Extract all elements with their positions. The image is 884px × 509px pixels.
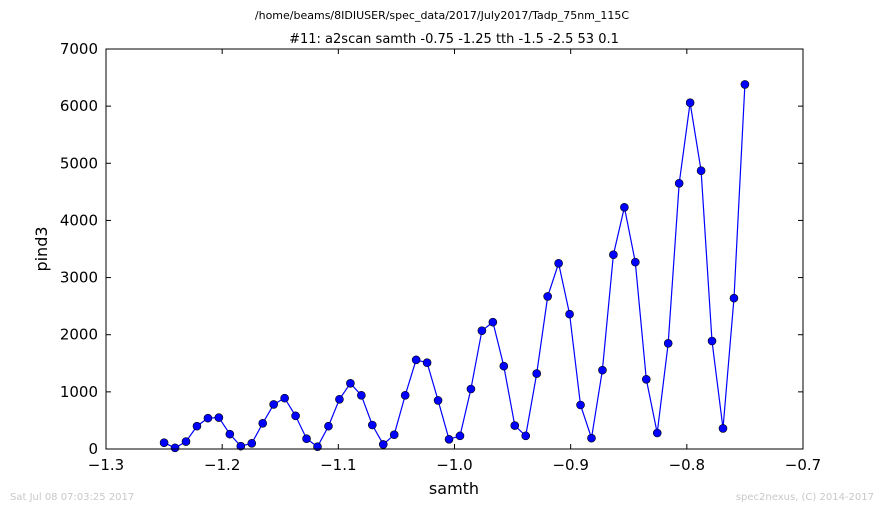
data-point — [302, 434, 311, 444]
data-point — [422, 358, 432, 368]
data-point — [291, 411, 300, 421]
data-point — [652, 428, 662, 438]
data-point — [411, 355, 421, 365]
data-point — [400, 390, 410, 400]
data-point — [346, 378, 355, 388]
data-point — [433, 396, 443, 405]
data-point — [159, 438, 169, 448]
x-tick-label: −0.9 — [552, 456, 588, 474]
data-point — [532, 369, 541, 378]
data-point — [378, 440, 388, 449]
y-tick-label: 1000 — [60, 383, 98, 401]
data-point — [521, 431, 531, 441]
chart-title: #11: a2scan samth -0.75 -1.25 tth -1.5 -… — [289, 32, 619, 47]
data-point — [609, 250, 618, 260]
data-point — [181, 437, 191, 446]
data-point — [280, 393, 289, 403]
x-tick-label: −1.3 — [88, 456, 124, 474]
y-axis-label: pind3 — [32, 226, 51, 271]
x-tick-label: −0.7 — [785, 456, 821, 474]
data-point — [685, 98, 695, 108]
data-point — [620, 202, 629, 212]
data-point — [576, 400, 585, 410]
data-point — [554, 258, 563, 268]
data-point — [214, 413, 224, 422]
y-tick-label: 4000 — [60, 211, 98, 229]
data-point — [696, 166, 706, 176]
data-point — [729, 293, 739, 303]
data-point — [335, 394, 344, 404]
data-point — [740, 80, 750, 89]
x-tick-label: −1.2 — [204, 456, 240, 474]
data-point — [192, 421, 202, 431]
data-point — [598, 365, 607, 375]
data-point — [499, 361, 509, 371]
data-point — [707, 336, 717, 346]
data-point — [313, 442, 322, 452]
x-tick-label: −0.8 — [669, 456, 705, 474]
plot-area: −1.3 −1.2 −1.1 −1.0 −0.9 −0.8 −0.7 0 1000 2000 300… — [60, 40, 821, 474]
data-point — [247, 438, 257, 448]
x-tick-label: −1.1 — [320, 456, 356, 474]
data-point — [236, 441, 246, 451]
data-point — [641, 374, 651, 384]
footer-credit: spec2nexus, (C) 2014-2017 — [735, 492, 874, 503]
data-point — [389, 430, 399, 440]
data-point — [170, 443, 180, 453]
data-point — [510, 421, 520, 430]
y-tick-label: 5000 — [60, 154, 98, 172]
data-point — [324, 421, 333, 431]
data-point — [357, 390, 366, 400]
data-point — [663, 338, 673, 348]
data-point — [631, 257, 640, 267]
data-point — [477, 326, 487, 336]
y-tick-label: 7000 — [60, 40, 98, 58]
data-point — [444, 434, 454, 444]
data-point — [225, 429, 235, 439]
data-point — [203, 413, 213, 423]
y-tick-label: 6000 — [60, 97, 98, 115]
data-point — [674, 178, 684, 188]
x-tick-label: −1.0 — [436, 456, 472, 474]
chart-suptitle: /home/beams/8IDIUSER/spec_data/2017/July… — [255, 9, 630, 22]
data-point — [455, 431, 465, 441]
data-point — [718, 424, 728, 433]
footer-timestamp: Sat Jul 08 07:03:25 2017 — [10, 492, 135, 503]
axes-frame — [105, 48, 804, 450]
y-tick-label: 0 — [88, 440, 98, 458]
data-point — [543, 292, 552, 301]
y-tick-label: 3000 — [60, 269, 98, 287]
data-point — [488, 317, 498, 327]
data-point — [258, 418, 268, 428]
data-point — [466, 384, 476, 394]
x-axis-label: samth — [429, 479, 479, 498]
data-point — [587, 433, 596, 443]
data-point — [269, 400, 278, 409]
data-point — [565, 309, 574, 319]
data-point — [368, 420, 377, 430]
y-tick-label: 2000 — [60, 326, 98, 344]
series-line — [163, 84, 746, 449]
